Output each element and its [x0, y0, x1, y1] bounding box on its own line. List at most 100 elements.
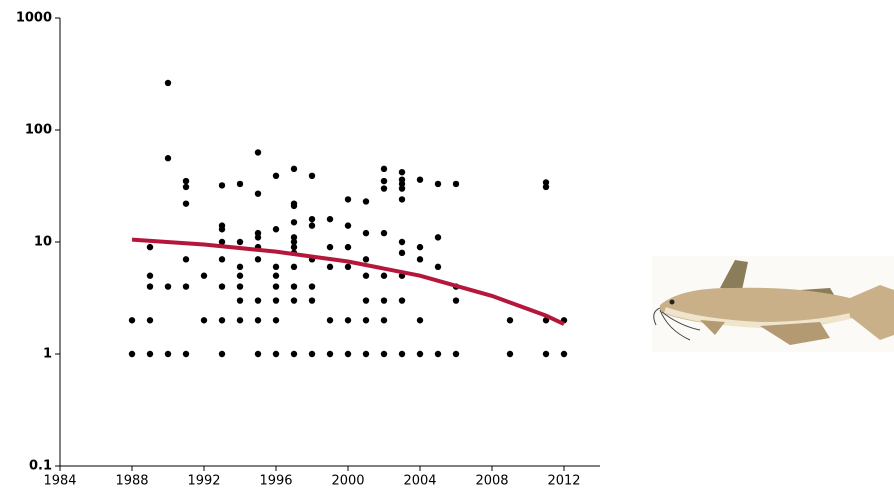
x-tick-label: 2000: [331, 474, 364, 489]
point: [380, 165, 388, 173]
point: [308, 172, 316, 180]
point: [416, 176, 424, 183]
point: [398, 249, 406, 257]
point: [146, 317, 154, 324]
point: [398, 168, 406, 176]
point: [380, 297, 388, 304]
point: [290, 350, 298, 358]
point: [254, 317, 262, 324]
point: [398, 180, 406, 188]
point: [416, 256, 424, 263]
point: [290, 243, 298, 251]
point: [272, 226, 280, 233]
point: [164, 350, 172, 358]
point: [128, 350, 136, 358]
point: [290, 202, 298, 210]
point: [326, 215, 334, 223]
point: [182, 283, 190, 290]
y-tick-label: 1000: [16, 11, 52, 26]
point: [344, 317, 352, 324]
point: [236, 272, 244, 279]
point: [146, 272, 154, 279]
point: [254, 190, 262, 197]
point: [290, 283, 298, 290]
point: [254, 297, 262, 304]
point: [164, 283, 172, 290]
point: [182, 256, 190, 263]
point: [290, 234, 298, 241]
point: [542, 183, 550, 191]
point: [362, 198, 370, 205]
y-tick-label: 10: [34, 235, 52, 250]
point: [506, 317, 514, 324]
point: [452, 350, 460, 358]
point: [218, 317, 226, 324]
point: [290, 165, 298, 173]
point: [344, 350, 352, 358]
point: [362, 317, 370, 324]
x-tick-label: 2012: [547, 474, 580, 489]
point: [272, 272, 280, 279]
point: [542, 350, 550, 358]
point: [128, 317, 136, 324]
point: [560, 350, 568, 358]
point: [362, 272, 370, 279]
point: [290, 263, 298, 271]
point: [380, 177, 388, 185]
point: [398, 185, 406, 192]
point: [326, 243, 334, 251]
point: [182, 177, 190, 185]
x-tick-label: 1984: [43, 474, 76, 489]
point: [308, 222, 316, 229]
point: [362, 256, 370, 263]
point: [452, 180, 460, 188]
point: [236, 263, 244, 271]
point: [380, 229, 388, 237]
point: [272, 297, 280, 304]
fish-image: [652, 256, 894, 352]
point: [398, 350, 406, 358]
point: [344, 243, 352, 251]
point: [218, 256, 226, 263]
y-tick-label: 0.1: [29, 459, 52, 474]
point: [272, 317, 280, 324]
point: [362, 229, 370, 237]
point: [254, 234, 262, 241]
x-tick-label: 2004: [403, 474, 436, 489]
x-tick-label: 2008: [475, 474, 508, 489]
point: [200, 317, 208, 324]
point: [182, 200, 190, 207]
point: [380, 317, 388, 324]
point: [272, 283, 280, 290]
point: [398, 196, 406, 203]
x-tick-label: 1996: [259, 474, 292, 489]
x-tick-label: 1992: [187, 474, 220, 489]
y-tick-label: 1: [43, 347, 52, 362]
point: [236, 317, 244, 324]
point: [218, 182, 226, 189]
point: [236, 180, 244, 188]
point: [254, 256, 262, 263]
point: [254, 350, 262, 358]
trend-line: [131, 237, 565, 326]
point: [380, 185, 388, 192]
point: [182, 183, 190, 191]
point: [308, 215, 316, 223]
point: [254, 149, 262, 156]
point: [290, 238, 298, 246]
point: [164, 79, 172, 87]
point: [344, 196, 352, 203]
point: [146, 350, 154, 358]
point: [362, 297, 370, 304]
point: [434, 350, 442, 358]
point: [236, 297, 244, 304]
point: [290, 219, 298, 226]
point: [434, 234, 442, 241]
point: [236, 238, 244, 246]
point: [542, 317, 550, 324]
x-tick-label: 1988: [115, 474, 148, 489]
point: [362, 350, 370, 358]
point: [434, 180, 442, 188]
point: [272, 263, 280, 271]
